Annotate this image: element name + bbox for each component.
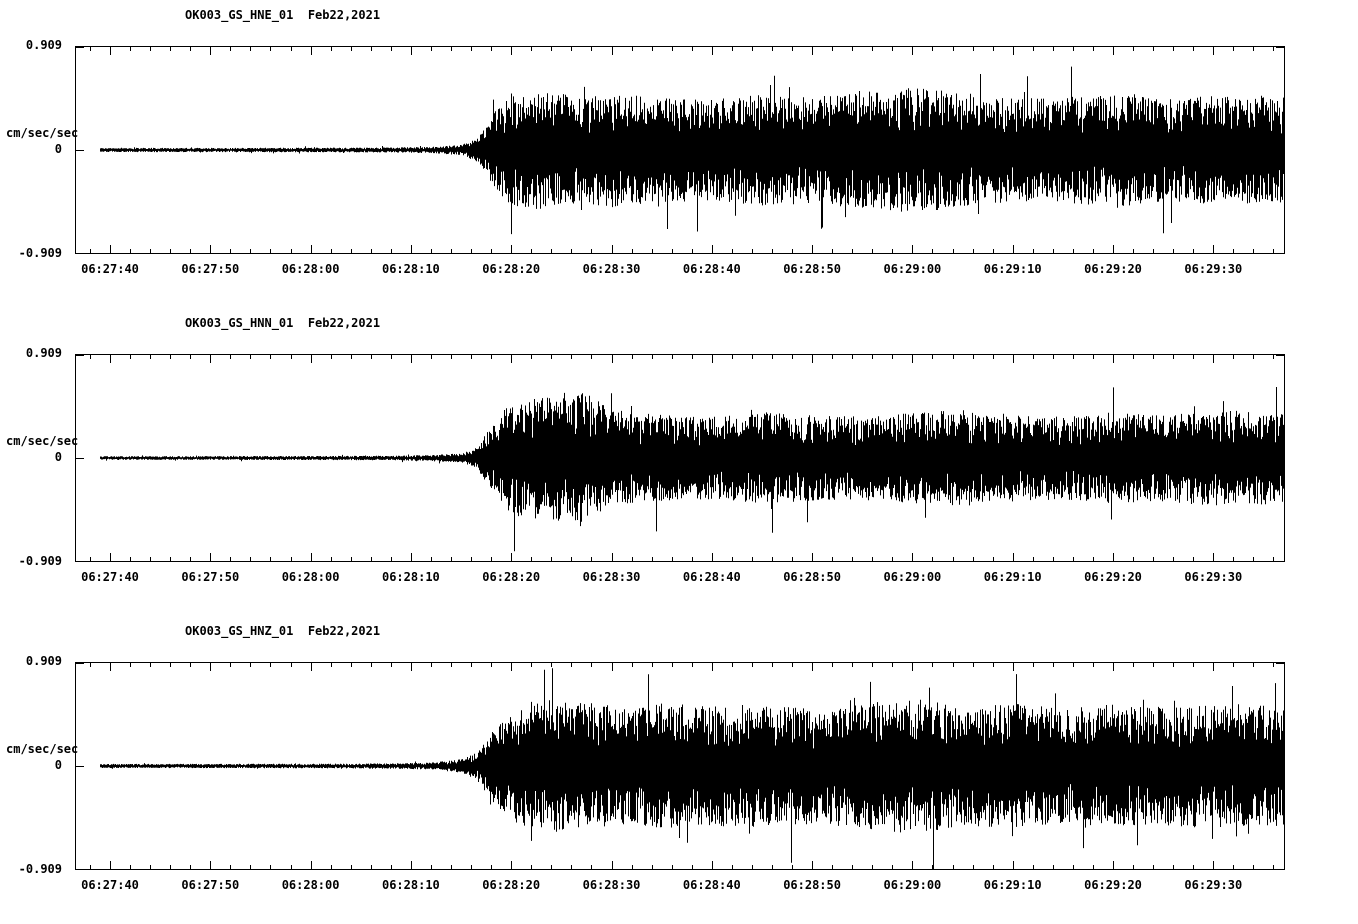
x-tick-label: 06:28:20 bbox=[482, 262, 541, 276]
x-tick-label: 06:29:20 bbox=[1084, 570, 1142, 584]
y-axis-label: cm/sec/sec bbox=[6, 742, 79, 756]
x-tick-label: 06:29:20 bbox=[1084, 262, 1142, 276]
x-tick-label: 06:29:30 bbox=[1184, 878, 1243, 892]
trace-title: OK003_GS_HNE_01 Feb22,2021 bbox=[185, 8, 381, 22]
y-tick-label: 0.909 bbox=[25, 654, 62, 668]
seismogram-panel: OK003_GS_HNN_01 Feb22,2021 cm/sec/sec 0.… bbox=[0, 308, 1358, 616]
y-tick-label: -0.909 bbox=[18, 862, 62, 876]
x-tick-label: 06:28:30 bbox=[582, 878, 641, 892]
x-tick-label: 06:28:20 bbox=[482, 878, 541, 892]
x-tick-label: 06:28:00 bbox=[281, 570, 340, 584]
waveform-plot bbox=[75, 662, 1285, 870]
x-tick-label: 06:28:10 bbox=[381, 570, 440, 584]
x-tick-label: 06:29:10 bbox=[983, 878, 1042, 892]
x-tick-label: 06:27:40 bbox=[81, 262, 139, 276]
x-tick-label: 06:29:00 bbox=[883, 570, 942, 584]
x-tick-label: 06:28:40 bbox=[682, 878, 741, 892]
x-tick-label: 06:29:30 bbox=[1184, 570, 1243, 584]
y-axis-label: cm/sec/sec bbox=[6, 434, 79, 448]
x-tick-label: 06:28:50 bbox=[783, 878, 841, 892]
x-tick-label: 06:28:10 bbox=[381, 262, 440, 276]
y-tick-label: 0.909 bbox=[25, 346, 62, 360]
x-tick-label: 06:29:20 bbox=[1084, 878, 1142, 892]
y-axis-label: cm/sec/sec bbox=[6, 126, 79, 140]
y-tick-label: 0 bbox=[54, 142, 62, 156]
x-tick-label: 06:28:00 bbox=[281, 878, 340, 892]
y-tick-label: -0.909 bbox=[18, 554, 62, 568]
x-tick-label: 06:28:40 bbox=[682, 262, 741, 276]
x-tick-label: 06:27:50 bbox=[181, 570, 240, 584]
x-tick-label: 06:27:40 bbox=[81, 570, 139, 584]
x-tick-label: 06:29:30 bbox=[1184, 262, 1243, 276]
seismogram-panel: OK003_GS_HNE_01 Feb22,2021 cm/sec/sec 0.… bbox=[0, 0, 1358, 308]
x-tick-label: 06:29:00 bbox=[883, 878, 942, 892]
waveform-plot bbox=[75, 354, 1285, 562]
x-tick-label: 06:27:50 bbox=[181, 878, 240, 892]
trace-title: OK003_GS_HNN_01 Feb22,2021 bbox=[185, 316, 381, 330]
x-tick-label: 06:28:10 bbox=[381, 878, 440, 892]
x-tick-label: 06:29:00 bbox=[883, 262, 942, 276]
x-tick-label: 06:28:30 bbox=[582, 570, 641, 584]
y-tick-label: 0.909 bbox=[25, 38, 62, 52]
x-tick-label: 06:28:50 bbox=[783, 570, 841, 584]
x-tick-label: 06:27:50 bbox=[181, 262, 240, 276]
x-tick-label: 06:27:40 bbox=[81, 878, 139, 892]
y-tick-label: -0.909 bbox=[18, 246, 62, 260]
x-tick-label: 06:28:00 bbox=[281, 262, 340, 276]
y-tick-label: 0 bbox=[54, 758, 62, 772]
x-tick-label: 06:28:40 bbox=[682, 570, 741, 584]
trace-title: OK003_GS_HNZ_01 Feb22,2021 bbox=[185, 624, 381, 638]
seismogram-panel: OK003_GS_HNZ_01 Feb22,2021 cm/sec/sec 0.… bbox=[0, 616, 1358, 924]
x-tick-label: 06:28:50 bbox=[783, 262, 841, 276]
x-tick-label: 06:29:10 bbox=[983, 262, 1042, 276]
x-tick-label: 06:28:30 bbox=[582, 262, 641, 276]
y-tick-label: 0 bbox=[54, 450, 62, 464]
x-tick-label: 06:28:20 bbox=[482, 570, 541, 584]
x-tick-label: 06:29:10 bbox=[983, 570, 1042, 584]
waveform-plot bbox=[75, 46, 1285, 254]
